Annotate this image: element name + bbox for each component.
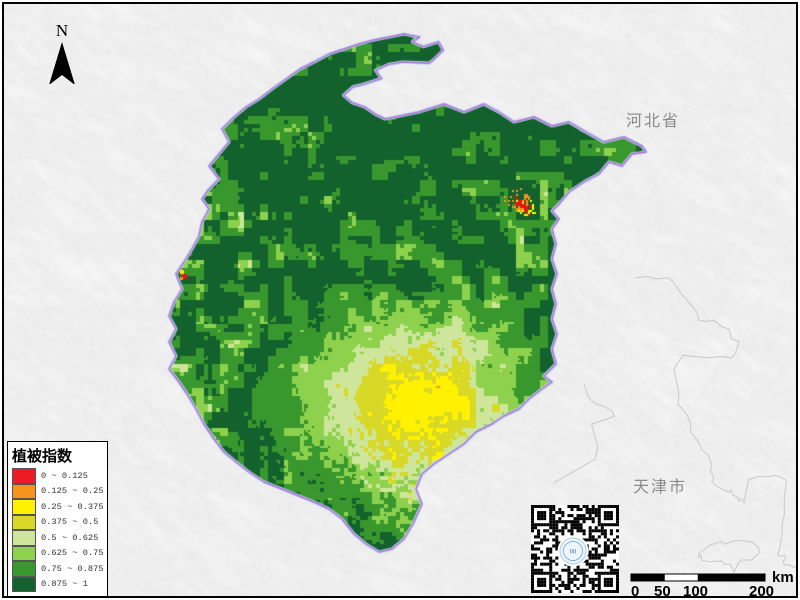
svg-text:N: N [56,21,68,40]
svg-text:0: 0 [631,583,639,598]
svg-text:km: km [772,569,794,586]
svg-text:100: 100 [683,583,708,598]
svg-text:200: 200 [749,583,774,598]
svg-text:50: 50 [654,583,671,598]
svg-text:IIII: IIII [570,550,577,556]
